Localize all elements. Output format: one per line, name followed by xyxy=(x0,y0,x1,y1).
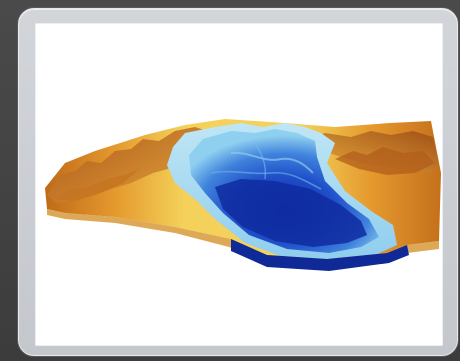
channel-line xyxy=(254,142,267,180)
channel-line xyxy=(230,151,314,174)
slab-edge xyxy=(47,209,439,267)
image-panel xyxy=(35,23,443,346)
left-ridge-shadow xyxy=(55,169,139,201)
terrain-relief-image xyxy=(45,119,441,271)
basin-edge xyxy=(231,239,409,271)
deep-basin xyxy=(215,179,367,247)
image-frame xyxy=(18,8,458,356)
channel-line xyxy=(210,170,322,190)
right-ridge-shadow xyxy=(335,147,435,175)
